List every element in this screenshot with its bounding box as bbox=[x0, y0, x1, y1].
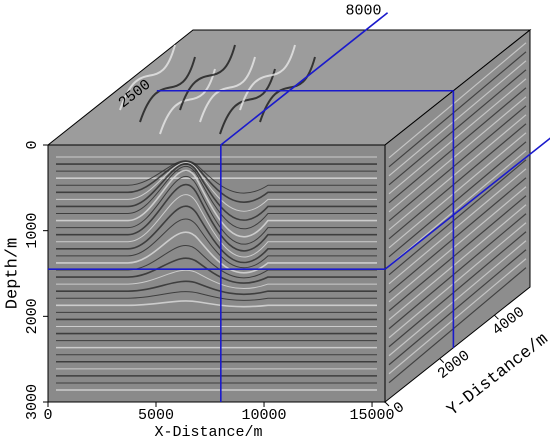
reflector bbox=[388, 51, 527, 168]
reflector bbox=[56, 244, 377, 279]
x-tick-label: 10000 bbox=[242, 407, 287, 424]
reflector bbox=[56, 162, 377, 212]
x-axis-label: X-Distance/m bbox=[154, 424, 262, 441]
reflector bbox=[56, 269, 377, 290]
x-tick-label: 5000 bbox=[138, 407, 174, 424]
reflector bbox=[56, 160, 377, 194]
reflector bbox=[388, 69, 527, 186]
texture bbox=[56, 42, 527, 391]
reflector bbox=[388, 114, 527, 231]
reflector bbox=[388, 150, 527, 267]
reflector bbox=[388, 213, 527, 330]
reflector bbox=[119, 44, 176, 111]
reflector bbox=[388, 132, 527, 249]
reflector bbox=[159, 68, 216, 135]
reflector bbox=[56, 163, 377, 221]
reflector bbox=[388, 177, 527, 294]
reflector bbox=[56, 169, 377, 238]
reflector bbox=[56, 183, 377, 252]
reflector bbox=[388, 186, 527, 303]
z-tick-label: 2000 bbox=[24, 298, 41, 334]
reflector bbox=[388, 87, 527, 204]
reflector bbox=[388, 222, 527, 339]
y-tick bbox=[384, 401, 390, 407]
reflector bbox=[179, 44, 236, 111]
slice-line bbox=[220, 12, 389, 146]
reflector bbox=[388, 249, 527, 366]
reflector bbox=[56, 218, 377, 269]
reflector bbox=[388, 123, 527, 240]
reflector bbox=[388, 240, 527, 357]
reflector bbox=[388, 96, 527, 213]
reflector bbox=[388, 168, 527, 285]
reflector bbox=[56, 257, 377, 284]
reflector bbox=[388, 204, 527, 321]
z-tick-label: 1000 bbox=[24, 213, 41, 249]
reflector bbox=[388, 42, 527, 159]
reflector bbox=[219, 68, 276, 135]
reflector bbox=[239, 44, 296, 111]
y-tick bbox=[439, 358, 445, 363]
y-axis-label: Y-Distance/m bbox=[444, 330, 550, 420]
reflector bbox=[56, 166, 377, 230]
reflector bbox=[56, 176, 377, 245]
reflector bbox=[259, 56, 316, 123]
reflector bbox=[56, 300, 377, 308]
x-tick-label: 0 bbox=[43, 407, 52, 424]
reflector bbox=[56, 291, 377, 301]
reflector bbox=[388, 159, 527, 276]
y-tick bbox=[494, 314, 499, 320]
front-face bbox=[47, 144, 386, 403]
reflector bbox=[388, 105, 527, 222]
reflector bbox=[388, 141, 527, 258]
reflector bbox=[56, 280, 377, 296]
reflector bbox=[56, 231, 377, 274]
reflector bbox=[139, 56, 196, 123]
reflector bbox=[56, 205, 377, 264]
x-tick-label: 15000 bbox=[350, 407, 395, 424]
reflector bbox=[388, 231, 527, 348]
reflector bbox=[56, 194, 377, 258]
z-axis-label: Depth/m bbox=[3, 238, 22, 309]
reflector bbox=[199, 56, 256, 123]
z-tick-label: 0 bbox=[24, 140, 41, 149]
reflector bbox=[388, 60, 527, 177]
z-tick-label: 3000 bbox=[24, 384, 41, 420]
reflector bbox=[388, 195, 527, 312]
reflector bbox=[388, 267, 527, 384]
reflector bbox=[388, 258, 527, 375]
reflector bbox=[388, 78, 527, 195]
slice-label: 8000 bbox=[346, 3, 382, 20]
slice-line bbox=[384, 137, 550, 270]
reflector bbox=[56, 160, 377, 204]
